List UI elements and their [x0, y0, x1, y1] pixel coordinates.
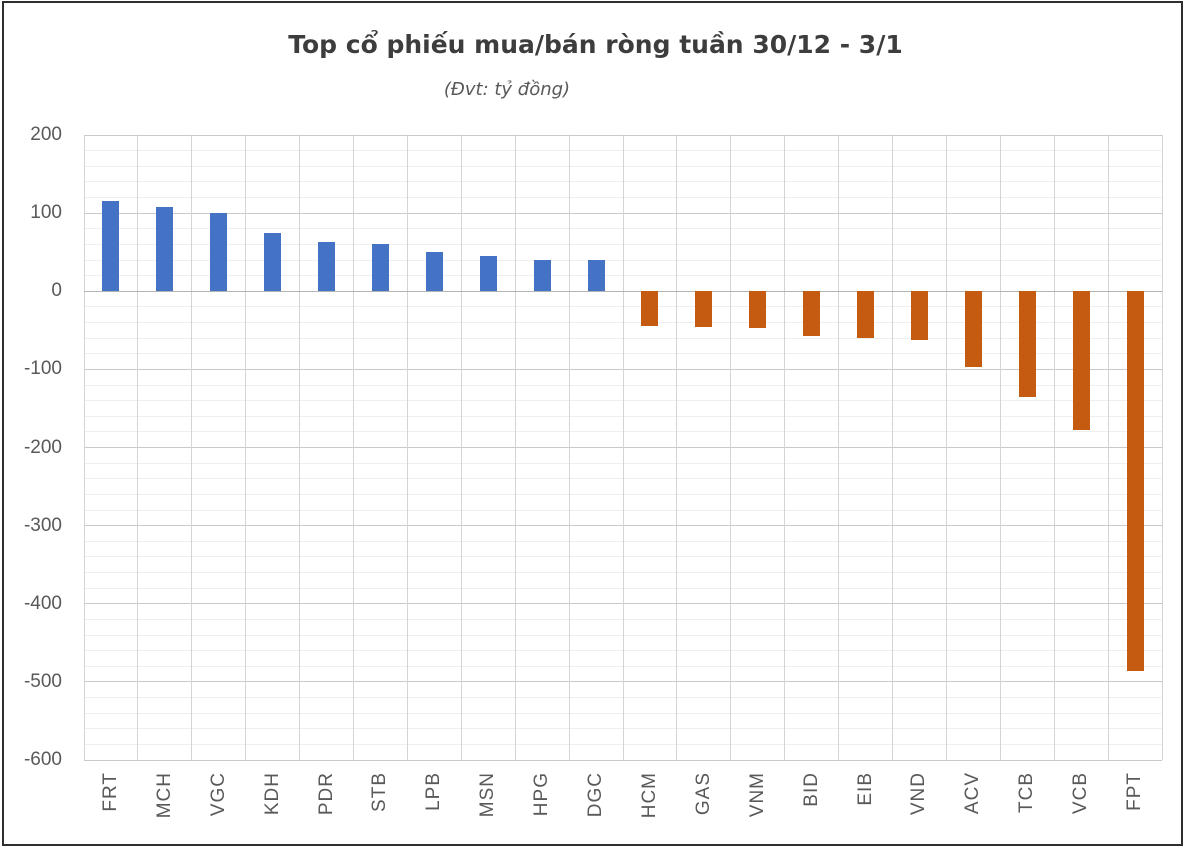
bar-TCB [1019, 291, 1036, 397]
x-gridline [191, 135, 193, 760]
bar-LPB [426, 252, 443, 292]
bar-VND [911, 291, 928, 340]
x-gridline [568, 135, 570, 760]
bar-STB [372, 243, 389, 292]
bar-FRT [102, 201, 119, 292]
y-tick-label: -100 [23, 358, 62, 380]
x-tick-text: DGC [585, 772, 606, 818]
bar-KDH [264, 232, 281, 292]
x-tick-text: VGC [208, 772, 229, 817]
y-tick-label: 200 [30, 124, 62, 145]
bar-GAS [695, 291, 712, 328]
x-tick-text: STB [369, 772, 390, 812]
x-tick-text: PDR [316, 772, 337, 816]
x-tick-text: MSN [477, 772, 498, 818]
x-tick-text: VND [908, 772, 929, 816]
x-tick-text: HCM [639, 772, 660, 819]
x-tick-text: MCH [154, 772, 175, 819]
x-gridline [137, 135, 139, 760]
y-tick-label: -300 [23, 514, 62, 536]
x-tick-label-DGC: DGC [583, 772, 609, 847]
bar-FPT [1127, 291, 1144, 671]
bar-HCM [641, 291, 658, 326]
x-tick-text: BID [801, 772, 822, 807]
x-tick-text: HPG [531, 772, 552, 817]
x-gridline [1107, 135, 1109, 760]
x-tick-text: KDH [262, 772, 283, 816]
x-tick-text: ACV [962, 772, 983, 815]
x-gridline [406, 135, 408, 760]
x-gridline [999, 135, 1001, 760]
x-tick-label-BID: BID [799, 772, 825, 847]
x-tick-text: VCB [1070, 772, 1091, 815]
x-gridline [514, 135, 516, 760]
x-tick-label-VGC: VGC [206, 772, 232, 847]
x-tick-label-VNM: VNM [745, 772, 771, 847]
x-tick-label-GAS: GAS [691, 772, 717, 847]
x-gridline [892, 135, 893, 760]
x-gridline [838, 135, 840, 760]
x-tick-label-HCM: HCM [637, 772, 663, 847]
x-tick-text: TCB [1016, 772, 1037, 813]
bar-VNM [749, 291, 766, 328]
x-tick-label-FPT: FPT [1122, 772, 1148, 847]
bar-DGC [588, 260, 605, 292]
x-tick-label-EIB: EIB [853, 772, 879, 847]
y-tick-label: -600 [23, 749, 62, 770]
x-tick-text: VNM [747, 772, 768, 818]
x-tick-label-ACV: ACV [960, 772, 986, 847]
bar-HPG [534, 260, 551, 292]
x-tick-label-MSN: MSN [475, 772, 501, 847]
bar-VCB [1073, 291, 1090, 430]
x-gridline [730, 135, 732, 760]
x-tick-label-MCH: MCH [152, 772, 178, 847]
x-tick-label-FRT: FRT [98, 772, 124, 847]
y-tick-label: -400 [23, 592, 62, 614]
x-gridline [299, 135, 301, 760]
x-gridline [1053, 135, 1055, 760]
x-tick-text: LPB [423, 772, 444, 811]
bar-MCH [156, 206, 173, 292]
x-tick-text: FRT [100, 772, 121, 812]
y-tick-label: 100 [30, 202, 62, 224]
x-tick-text: EIB [855, 772, 876, 806]
y-tick-label: -200 [23, 436, 62, 458]
bar-PDR [318, 242, 335, 292]
x-gridline [784, 135, 786, 760]
x-tick-label-HPG: HPG [529, 772, 555, 847]
x-tick-label-PDR: PDR [314, 772, 340, 847]
zero-axis-line [84, 290, 1162, 292]
x-gridline [1161, 135, 1163, 760]
x-tick-label-VCB: VCB [1068, 772, 1094, 847]
x-tick-label-LPB: LPB [421, 772, 447, 847]
x-gridline [676, 135, 678, 760]
bar-MSN [480, 256, 497, 292]
y-tick-label: -500 [23, 670, 62, 692]
x-tick-text: GAS [693, 772, 714, 816]
y-tick-label: 0 [51, 280, 62, 302]
x-tick-text: FPT [1124, 772, 1145, 811]
x-gridline [622, 135, 624, 760]
x-tick-label-VND: VND [906, 772, 932, 847]
x-gridline [245, 135, 247, 760]
x-tick-label-KDH: KDH [260, 772, 286, 847]
bar-ACV [965, 291, 982, 368]
x-gridline [83, 135, 85, 760]
chart-subtitle: (Đvt: tỷ đồng) [443, 79, 571, 100]
x-tick-label-STB: STB [367, 772, 393, 847]
y-major-gridline [84, 759, 1162, 761]
bar-BID [803, 291, 820, 336]
x-gridline [353, 135, 354, 760]
chart-title: Top cổ phiếu mua/bán ròng tuần 30/12 - 3… [288, 30, 903, 59]
x-gridline [945, 135, 947, 760]
x-tick-label-TCB: TCB [1014, 772, 1040, 847]
bar-EIB [857, 291, 874, 339]
bar-VGC [210, 213, 227, 292]
x-gridline [460, 135, 462, 760]
